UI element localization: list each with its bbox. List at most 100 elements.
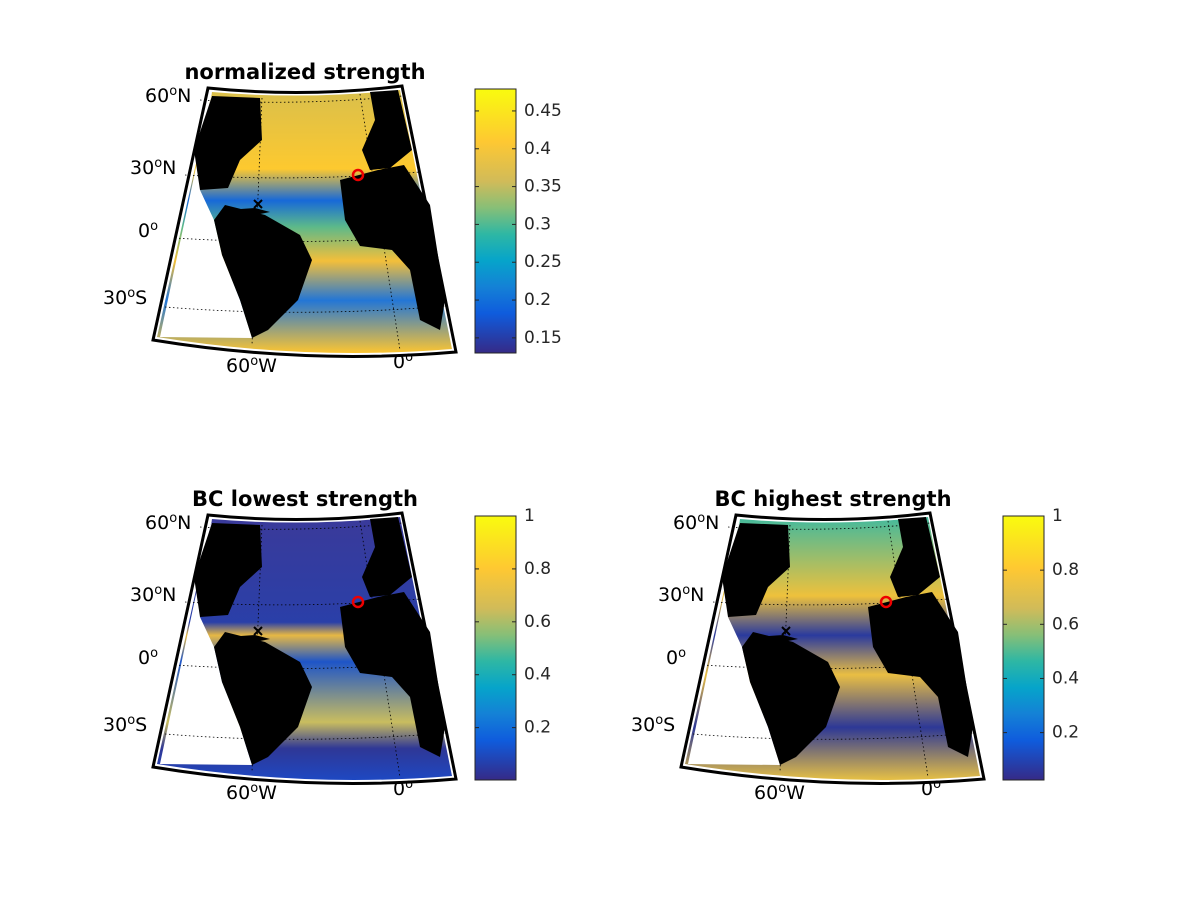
degree-mark: o: [655, 713, 663, 728]
graticule-text: 0: [393, 778, 405, 800]
graticule-text: N: [690, 584, 704, 606]
graticule-label: 30oN: [130, 156, 176, 180]
graticule-label: 60oN: [673, 511, 719, 535]
colorbar-tick-label: 0.6: [1052, 614, 1079, 634]
graticule: [199, 522, 403, 530]
graticule-label: 60oW: [226, 781, 277, 805]
west-white: [688, 519, 780, 765]
graticule-text: 60: [145, 85, 169, 107]
graticule: [779, 524, 791, 773]
graticule-text: S: [663, 714, 675, 736]
colorbar: [474, 88, 517, 354]
colorbar-tick-label: 0.8: [1052, 560, 1079, 580]
graticule: [251, 97, 263, 346]
graticule-text: 60: [754, 782, 778, 804]
x-marker: [253, 626, 263, 636]
graticule-text: 60: [145, 512, 169, 534]
graticule-text: 30: [658, 584, 682, 606]
graticule-label: 30oN: [130, 583, 176, 607]
graticule: [174, 235, 433, 242]
colorbar-tick-label: 0.4: [1052, 668, 1079, 688]
graticule-text: W: [258, 782, 277, 804]
graticule: [174, 662, 433, 669]
colorbar-tick-label: 1: [1052, 506, 1063, 526]
colorbar-tick-label: 0.3: [524, 214, 551, 234]
graticule-text: 30: [103, 714, 127, 736]
graticule-text: 60: [226, 782, 250, 804]
graticule-text: 60: [673, 512, 697, 534]
colorbar-tick-label: 0.25: [524, 252, 562, 272]
graticule-text: N: [177, 512, 191, 534]
degree-mark: o: [169, 84, 177, 99]
graticule-label: 0o: [138, 646, 158, 670]
degree-mark: o: [682, 583, 690, 598]
graticule-label: 30oS: [103, 286, 147, 310]
degree-mark: o: [150, 219, 158, 234]
degree-mark: o: [778, 781, 786, 796]
site-marker: [879, 595, 893, 609]
graticule: [712, 598, 949, 606]
graticule-text: S: [135, 287, 147, 309]
colorbar-tick-label: 0.4: [524, 139, 551, 159]
graticule-label: 0o: [666, 646, 686, 670]
graticule: [164, 732, 447, 740]
colorbar-tick-label: 0.6: [524, 612, 551, 632]
graticule-label: 30oS: [631, 713, 675, 737]
degree-mark: o: [405, 777, 413, 792]
graticule-text: S: [135, 714, 147, 736]
graticule-label: 0o: [921, 777, 941, 801]
graticule: [199, 95, 403, 103]
degree-mark: o: [127, 286, 135, 301]
colorbar-tick-label: 0.8: [524, 559, 551, 579]
west-white: [160, 519, 252, 765]
degree-mark: o: [150, 646, 158, 661]
graticule-text: N: [162, 584, 176, 606]
graticule-text: 0: [138, 220, 150, 242]
degree-mark: o: [933, 777, 941, 792]
graticule-text: 60: [226, 355, 250, 377]
colorbar-tick-label: 0.4: [524, 665, 551, 685]
graticule-label: 60oW: [754, 781, 805, 805]
colorbar: [1002, 515, 1045, 781]
colorbar-tick-label: 1: [524, 506, 535, 526]
graticule: [251, 524, 263, 773]
degree-mark: o: [154, 156, 162, 171]
graticule-text: 0: [138, 647, 150, 669]
graticule-text: 0: [666, 647, 678, 669]
graticule-label: 60oN: [145, 84, 191, 108]
west-white: [160, 92, 252, 338]
graticule: [692, 732, 975, 740]
graticule-text: 30: [103, 287, 127, 309]
degree-mark: o: [127, 713, 135, 728]
degree-mark: o: [250, 781, 258, 796]
graticule: [727, 522, 931, 530]
graticule-label: 60oN: [145, 511, 191, 535]
graticule-text: 30: [130, 584, 154, 606]
panel-title: normalized strength: [184, 60, 425, 84]
degree-mark: o: [169, 511, 177, 526]
graticule-label: 0o: [393, 777, 413, 801]
graticule: [184, 171, 421, 179]
graticule-label: 30oN: [658, 583, 704, 607]
graticule: [164, 305, 447, 313]
colorbar-tick-label: 0.15: [524, 328, 562, 348]
graticule: [184, 598, 421, 606]
graticule-text: 0: [921, 778, 933, 800]
graticule-text: N: [162, 157, 176, 179]
graticule-text: W: [258, 355, 277, 377]
colorbar: [474, 515, 517, 781]
graticule-text: 30: [631, 714, 655, 736]
graticule-text: N: [705, 512, 719, 534]
degree-mark: o: [154, 583, 162, 598]
colorbar-tick-label: 0.2: [524, 290, 551, 310]
x-marker: [253, 199, 263, 209]
graticule-label: 0o: [393, 350, 413, 374]
colorbar-tick-label: 0.45: [524, 101, 562, 121]
graticule: [702, 662, 961, 669]
site-marker: [351, 595, 365, 609]
degree-mark: o: [405, 350, 413, 365]
graticule-text: N: [177, 85, 191, 107]
